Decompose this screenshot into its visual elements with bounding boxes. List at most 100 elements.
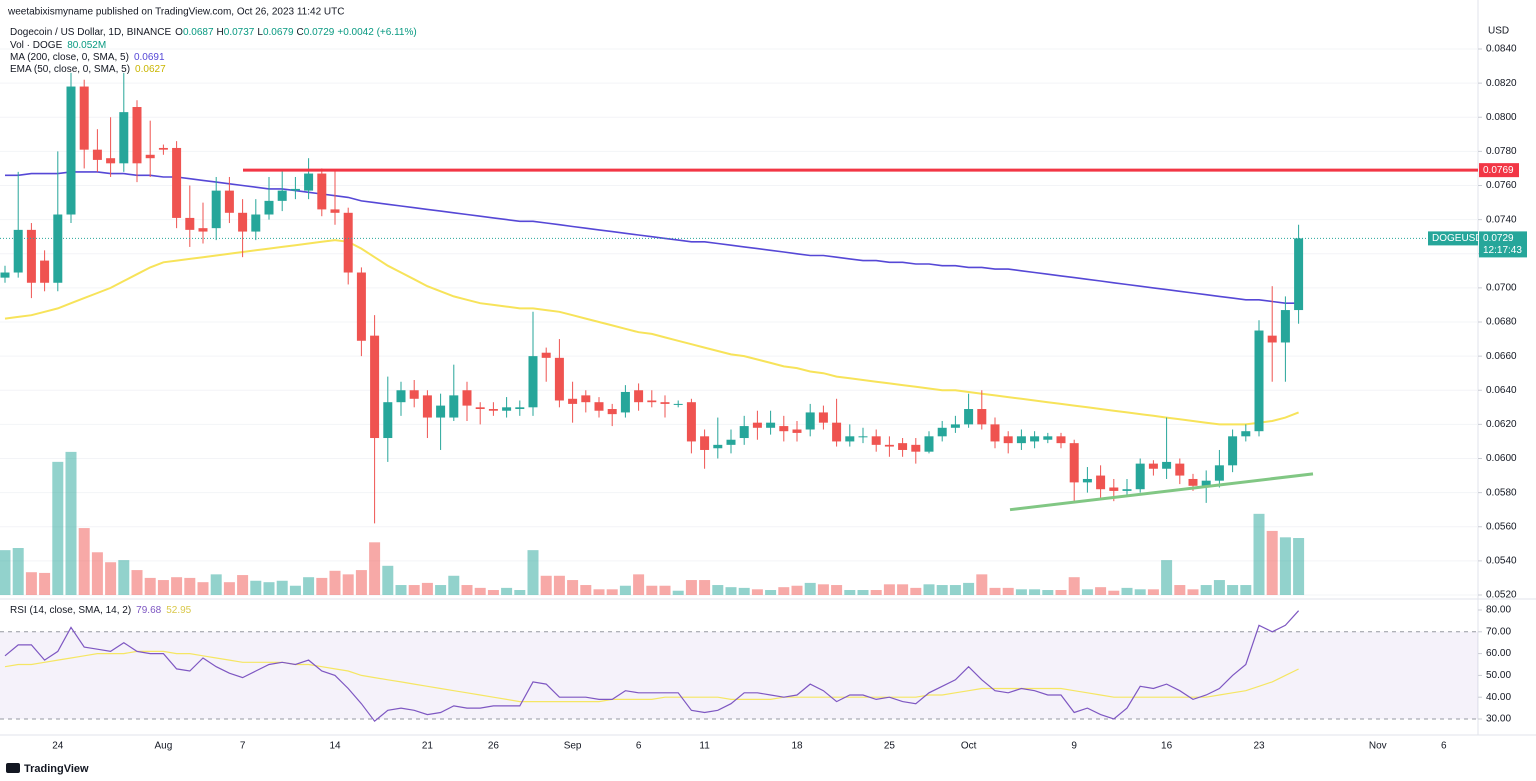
volume-bar <box>870 590 882 595</box>
candle-body <box>871 436 881 445</box>
volume-bar <box>12 548 24 595</box>
h-value: 0.0737 <box>224 27 255 38</box>
candle-body <box>805 412 815 430</box>
rsi-tick-label: 40.00 <box>1486 692 1511 703</box>
volume-bar <box>593 589 605 595</box>
candle-body <box>1135 463 1145 490</box>
volume-bar <box>619 585 631 595</box>
candle-body <box>198 228 208 232</box>
y-tick-label: 0.0560 <box>1486 521 1517 532</box>
volume-bar <box>25 572 37 595</box>
candle-body <box>515 407 525 410</box>
x-tick-label: Oct <box>961 741 977 752</box>
candle-body <box>449 395 459 418</box>
candle-body <box>1148 463 1158 469</box>
x-tick-label: 6 <box>1441 741 1447 752</box>
candle-body <box>1175 463 1185 476</box>
volume-bar <box>184 577 196 595</box>
candle-body <box>752 422 762 428</box>
volume-bar <box>751 589 763 595</box>
y-tick-label: 0.0580 <box>1486 487 1517 498</box>
candle-body <box>53 214 63 283</box>
candle-body <box>964 409 974 425</box>
volume-bar <box>1108 590 1120 595</box>
rsi-value: 79.68 <box>136 605 161 616</box>
candle-body <box>409 390 419 399</box>
volume-bar <box>1081 589 1093 595</box>
volume-bar <box>672 590 684 595</box>
volume-bar <box>527 550 539 595</box>
candle-body <box>106 158 116 164</box>
candle-body <box>700 436 710 450</box>
candle-body <box>686 402 696 442</box>
volume-bar <box>78 528 90 595</box>
y-tick-label: 0.0680 <box>1486 317 1517 328</box>
candle-body <box>1162 461 1172 469</box>
volume-bar <box>540 575 552 595</box>
x-tick-label: 21 <box>422 741 434 752</box>
volume-bar <box>118 560 130 595</box>
volume-bar <box>949 585 961 595</box>
volume-bar <box>316 577 328 595</box>
candle-body <box>290 188 300 191</box>
x-tick-label: 23 <box>1253 741 1265 752</box>
candle-body <box>845 436 855 442</box>
candle-body <box>251 214 261 232</box>
y-tick-label: 0.0780 <box>1486 146 1517 157</box>
volume-bar <box>171 577 183 595</box>
volume-bar <box>276 580 288 595</box>
legend-ma: MA (200, close, 0, SMA, 5) 0.0691 <box>10 52 165 63</box>
o-label: O <box>175 27 183 38</box>
y-tick-label: 0.0640 <box>1486 385 1517 396</box>
x-tick-label: Sep <box>564 741 582 752</box>
x-tick-label: 9 <box>1071 741 1077 752</box>
legend-main: Dogecoin / US Dollar, 1D, BINANCE O0.0687… <box>10 27 417 38</box>
volume-bar <box>329 570 341 595</box>
rsi-line <box>4 610 1300 723</box>
volume-bar <box>237 575 249 595</box>
legend-rsi: RSI (14, close, SMA, 14, 2) 79.68 52.95 <box>10 605 192 616</box>
candle-body <box>488 409 498 411</box>
volume-bar <box>712 585 724 595</box>
volume-bar <box>39 572 51 595</box>
volume-bar <box>210 574 222 595</box>
volume-bar <box>461 585 473 595</box>
c-value: 0.0729 <box>304 27 335 38</box>
candle-body <box>554 357 564 401</box>
volume-bar <box>1121 587 1133 595</box>
change: +0.0042 (+6.11%) <box>337 27 416 38</box>
candle-body <box>502 407 512 411</box>
candle-body <box>1122 489 1132 491</box>
volume-bar <box>1134 589 1146 595</box>
volume-bar <box>448 575 460 595</box>
l-label: L <box>257 27 263 38</box>
candle-body <box>330 209 340 213</box>
candle-body <box>356 272 366 341</box>
candle-body <box>1056 436 1066 444</box>
candle-body <box>541 352 551 358</box>
candle-body <box>594 402 604 411</box>
volume-bar <box>646 585 658 595</box>
candle-body <box>475 407 485 410</box>
candle-body <box>238 212 248 232</box>
candle-body <box>1267 335 1277 343</box>
rsi-ma-line <box>4 650 1299 703</box>
candle-body <box>13 229 23 273</box>
candle-body <box>1201 480 1211 486</box>
volume-bar <box>633 574 645 595</box>
volume-bar <box>91 552 103 595</box>
volume-bar <box>685 580 697 595</box>
ema-label: EMA (50, close, 0, SMA, 5) <box>10 64 130 75</box>
volume-bar <box>421 582 433 595</box>
candle-body <box>779 426 789 432</box>
volume-bar <box>303 577 315 595</box>
volume-bar <box>369 542 381 595</box>
candle-body <box>647 400 657 403</box>
candle-body <box>79 86 89 150</box>
last-price-label: 0.0729 <box>1483 233 1514 244</box>
volume-bar <box>408 585 420 595</box>
rsi-tick-label: 50.00 <box>1486 670 1511 681</box>
volume-bar <box>804 582 816 595</box>
candle-body <box>1214 465 1224 481</box>
candle-body <box>40 260 50 283</box>
